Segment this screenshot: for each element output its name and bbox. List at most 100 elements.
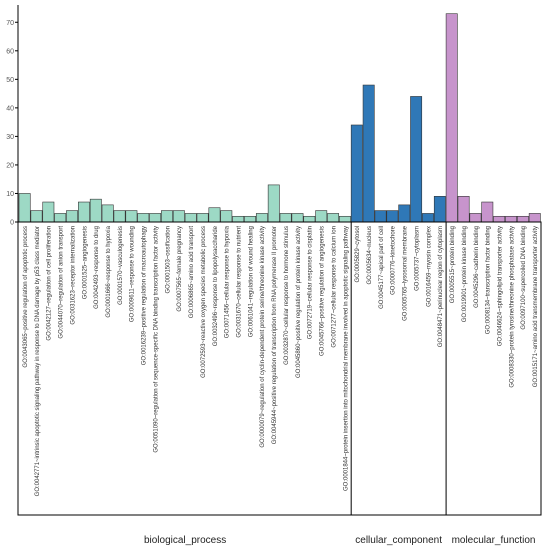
bar [374, 210, 387, 223]
category-label: GO:0000079~regulation of cyclin-dependen… [260, 226, 266, 448]
category-label: GO:0031623~receptor internalization [70, 226, 76, 325]
bar [30, 210, 43, 223]
category-label: GO:0008330~protein tyrosine/threonine ph… [509, 226, 515, 388]
bar [208, 207, 221, 223]
group-label: biological_process [144, 535, 226, 546]
y-tick-label: 0 [10, 220, 14, 227]
category-label: GO:0001503~ossification [165, 226, 171, 294]
bar [386, 210, 399, 223]
category-label: GO:0005737~cytoplasm [414, 226, 420, 291]
category-label: GO:0071456~cellular response to hypoxia [225, 225, 231, 338]
bar [481, 201, 494, 223]
bar [303, 215, 316, 223]
category-label: GO:0007565~female pregnancy [177, 226, 183, 312]
bar [315, 210, 328, 223]
bar [18, 193, 31, 223]
category-label: GO:0042127~regulation of cell proliferat… [47, 226, 53, 341]
category-label: GO:0005515~protein binding [450, 226, 456, 303]
category-label: GO:0005765~lysosomal membrane [403, 225, 409, 321]
bar [505, 215, 517, 223]
bar [244, 215, 256, 223]
bar [516, 215, 529, 223]
bar [493, 215, 506, 223]
bar [54, 213, 67, 223]
bar [410, 96, 423, 223]
y-tick-label: 10 [6, 191, 14, 198]
bar [398, 204, 411, 223]
y-tick-label: 40 [6, 105, 14, 112]
group-labels: biological_process cellular_component mole… [144, 535, 536, 546]
category-label: GO:0032496~response to lipopolysaccharid… [213, 225, 219, 346]
category-label: GO:0072593~reactive oxygen species metab… [201, 226, 207, 378]
y-tick-label: 30 [6, 134, 14, 141]
bar [66, 210, 79, 223]
y-tick-label: 50 [6, 77, 14, 84]
y-axis: 0 10 20 30 40 50 60 70 [6, 5, 19, 227]
group-label: molecular_function [452, 535, 536, 546]
bar [184, 213, 197, 223]
label-frame [17, 221, 542, 516]
category-label: GO:0043065~positive regulation of apopto… [23, 226, 29, 368]
category-label: GO:0001844~protein insertion into mitoch… [343, 226, 349, 491]
bar [137, 213, 150, 223]
category-label: GO:0001666~response to hypoxia [106, 225, 112, 317]
category-labels: GO:0043065~positive regulation of apopto… [23, 225, 539, 496]
bar [149, 213, 162, 223]
bar [172, 210, 185, 223]
bar [113, 210, 126, 223]
category-label: GO:0042771~intrinsic apoptotic signaling… [35, 226, 41, 496]
bar [101, 204, 114, 223]
category-label: GO:0032870~cellular response to hormone … [284, 226, 290, 365]
bar [125, 210, 138, 223]
category-label: GO:0016459~myosin complex [426, 226, 432, 307]
y-tick-label: 20 [6, 162, 14, 169]
bar [528, 213, 541, 223]
bar [469, 213, 482, 223]
bar [291, 213, 304, 223]
category-label: GO:0048471~perinuclear region of cytopla… [438, 226, 444, 347]
bar [362, 84, 375, 223]
bars [18, 13, 541, 223]
category-label: GO:0045766~positive regulation of angiog… [320, 226, 326, 356]
group-label: cellular_component [355, 535, 442, 546]
category-label: GO:0001570~vasculogenesis [118, 226, 124, 305]
category-label: GO:0016239~positive regulation of macroa… [142, 226, 148, 365]
y-tick-label: 60 [6, 48, 14, 55]
bar [161, 210, 173, 223]
category-label: GO:0000776~kinetochore [391, 225, 397, 295]
category-label: GO:0051090~regulation of sequence-specif… [153, 226, 159, 453]
category-label: GO:0072719~cellular response to cisplati… [308, 226, 314, 339]
category-label: GO:0045944~positive regulation of transc… [272, 226, 278, 444]
bar [255, 213, 268, 223]
bar [457, 196, 470, 223]
category-label: GO:0042493~response to drug [94, 226, 100, 309]
category-label: GO:0005829~cytosol [355, 226, 361, 283]
category-label: GO:0071277~cellular response to calcium … [331, 226, 337, 348]
bar [78, 201, 90, 223]
category-label: GO:0045860~positive regulation of protei… [296, 226, 302, 378]
category-label: GO:0001525~angiogenesis [82, 226, 88, 299]
bar [42, 201, 55, 223]
bar [267, 184, 280, 223]
category-label: GO:0046624~sphingolipid transporter acti… [497, 226, 503, 346]
bar [433, 196, 446, 223]
bar [327, 213, 340, 223]
bar [279, 213, 292, 223]
category-label: GO:0009611~response to wounding [130, 226, 136, 322]
bar [89, 198, 102, 223]
category-label: GO:0008134~transcription factor binding [486, 226, 492, 334]
group-frame [17, 221, 542, 516]
category-label: GO:0045296~cadherin binding [474, 226, 480, 308]
bar [350, 124, 363, 223]
category-label: GO:0015171~amino acid transmembrane tran… [533, 226, 539, 387]
bar [232, 215, 245, 223]
category-label: GO:0005634~nucleus [367, 226, 373, 285]
bar [422, 213, 434, 223]
category-label: GO:0006865~amino acid transport [189, 226, 195, 319]
bar [196, 213, 209, 223]
bar [445, 13, 458, 223]
category-label: GO:0044070~regulation of anion transport [59, 226, 65, 339]
category-label: GO:0019901~protein kinase binding [462, 226, 468, 322]
bar [339, 215, 351, 223]
